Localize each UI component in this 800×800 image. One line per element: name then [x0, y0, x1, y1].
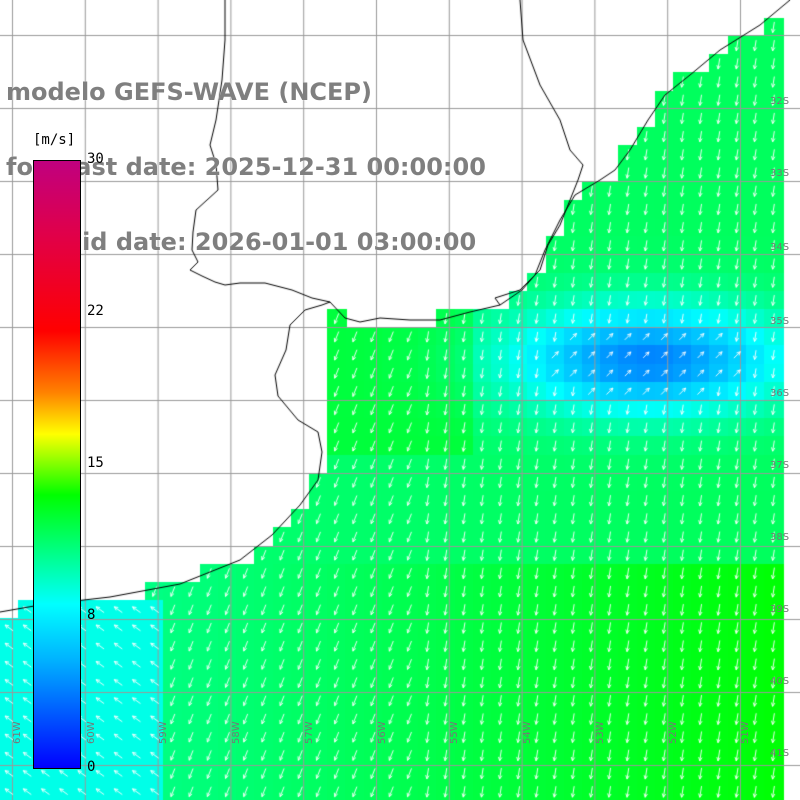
colorbar: [33, 160, 81, 769]
lon-label-52w: 52W: [668, 721, 679, 744]
lat-label-41s: 41S: [770, 748, 790, 759]
colorbar-unit: [m/s]: [33, 132, 76, 148]
colorbar-tick-30: 30: [87, 151, 104, 167]
lon-label-58w: 58W: [231, 721, 242, 744]
lat-label-37s: 37S: [770, 460, 790, 471]
colorbar-tick-8: 8: [87, 607, 96, 623]
lon-label-56w: 56W: [377, 721, 388, 744]
colorbar-tick-15: 15: [87, 455, 104, 471]
lat-label-34s: 34S: [770, 242, 790, 253]
lat-label-39s: 39S: [770, 604, 790, 615]
lat-label-40s: 40S: [770, 676, 790, 687]
lon-label-54w: 54W: [522, 721, 533, 744]
lon-label-61w: 61W: [12, 721, 23, 744]
colorbar-tick-0: 0: [87, 759, 96, 775]
title-model: modelo GEFS-WAVE (NCEP): [6, 78, 372, 106]
lon-label-60w: 60W: [86, 721, 97, 744]
lat-label-36s: 36S: [770, 388, 790, 399]
lon-label-57w: 57W: [304, 721, 315, 744]
lat-label-33s: 33S: [770, 168, 790, 179]
colorbar-tick-22: 22: [87, 303, 104, 319]
lat-label-35s: 35S: [770, 316, 790, 327]
lat-label-38s: 38S: [770, 532, 790, 543]
lon-label-53w: 53W: [595, 721, 606, 744]
lon-label-59w: 59W: [158, 721, 169, 744]
lon-label-51w: 51W: [740, 721, 751, 744]
lon-label-55w: 55W: [449, 721, 460, 744]
lat-label-32s: 32S: [770, 96, 790, 107]
